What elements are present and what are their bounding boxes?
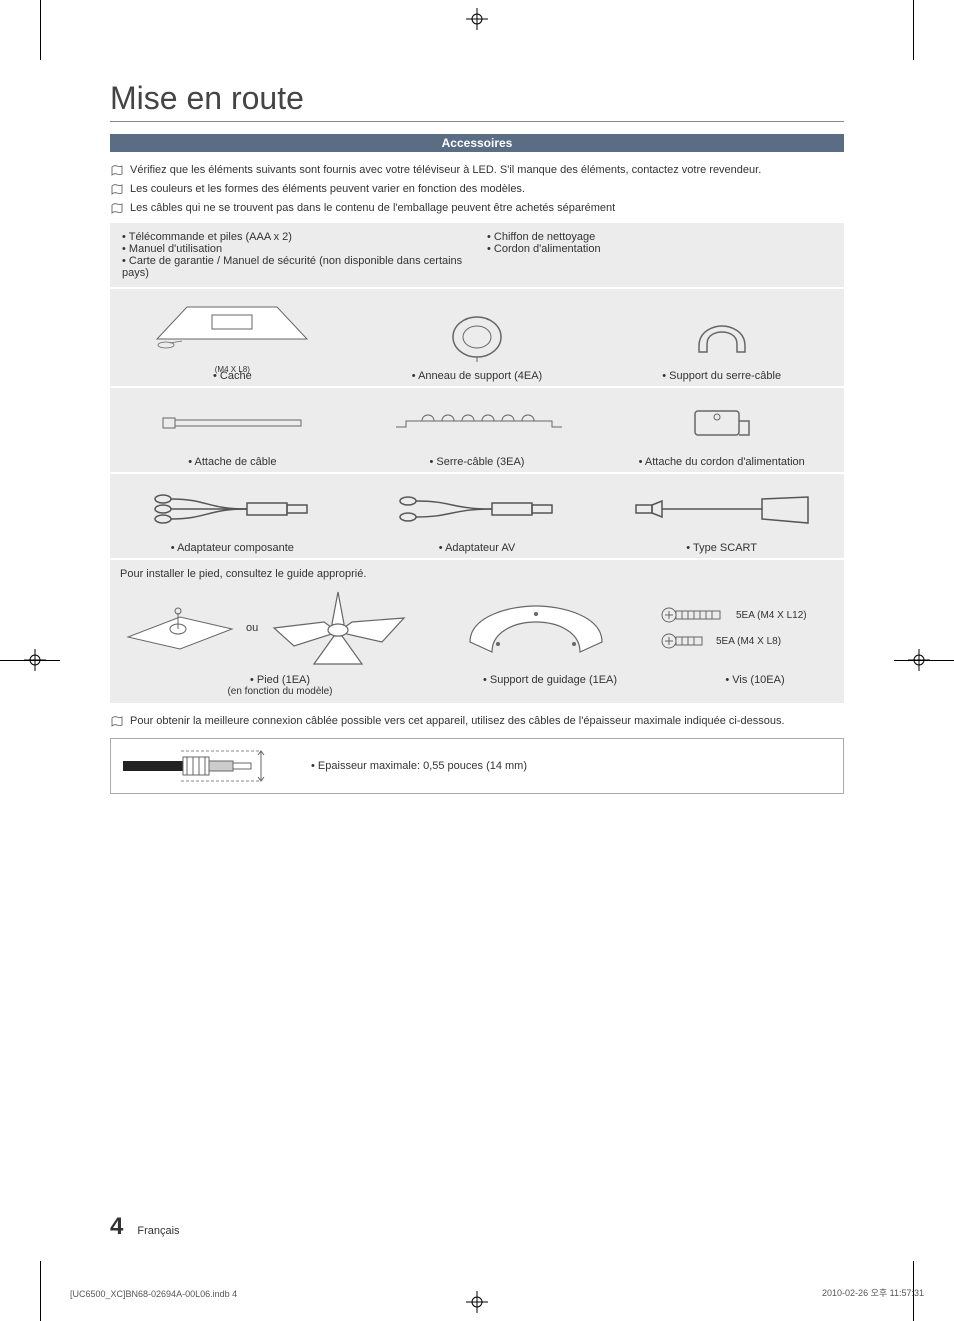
accessory-cell: Type SCART — [599, 474, 844, 558]
holder-ring-icon — [447, 308, 507, 366]
accessory-cell: Attache de câble — [110, 388, 355, 472]
accessory-cell: (M4 X L8) Cache — [110, 289, 355, 386]
accessory-cell: Anneau de support (4EA) — [355, 289, 600, 386]
crop-mark — [40, 1261, 41, 1321]
included-item: Télécommande et piles (AAA x 2) — [122, 231, 467, 243]
accessory-cell: Serre-câble (3EA) — [355, 388, 600, 472]
note-line: Pour obtenir la meilleure connexion câbl… — [110, 715, 844, 728]
section-header: Accessoires — [110, 134, 844, 152]
screw-long-icon — [660, 606, 730, 624]
crop-mark — [913, 0, 914, 60]
included-item: Manuel d'utilisation — [122, 243, 467, 255]
language-label: Français — [137, 1225, 179, 1237]
av-adapter-icon — [392, 480, 562, 538]
registration-mark-icon — [466, 1291, 488, 1313]
screw-spec: 5EA (M4 X L8) — [716, 636, 781, 647]
registration-mark-icon — [24, 649, 46, 671]
accessory-label: Adaptateur composante — [171, 542, 294, 554]
note-line: Vérifiez que les éléments suivants sont … — [110, 164, 844, 177]
scart-adapter-icon — [632, 480, 812, 538]
accessory-row: (M4 X L8) Cache Anneau de support (4EA) … — [110, 289, 844, 386]
accessory-label: Anneau de support (4EA) — [412, 370, 542, 382]
wire-clamper-icon — [392, 394, 562, 452]
note-text: Les couleurs et les formes des éléments … — [130, 183, 525, 195]
accessory-label: Support du serre-câble — [662, 370, 781, 382]
included-item: Cordon d'alimentation — [487, 243, 832, 255]
page-number: 4 — [110, 1213, 123, 1241]
cable-thickness-box: • Epaisseur maximale: 0,55 pouces (14 mm… — [110, 738, 844, 794]
page-content: Mise en route Accessoires Vérifiez que l… — [110, 80, 844, 794]
screws-label: Vis (10EA) — [660, 674, 850, 697]
note-icon — [110, 203, 124, 215]
footer-filename: [UC6500_XC]BN68-02694A-00L06.indb 4 — [70, 1289, 237, 1299]
screw-spec: 5EA (M4 X L12) — [736, 610, 807, 621]
cable-thickness-text: Epaisseur maximale: 0,55 pouces (14 mm) — [318, 760, 527, 772]
stand-label: Pied (1EA) (en fonction du modèle) — [120, 674, 440, 697]
guide-label: Support de guidage (1EA) — [450, 674, 650, 697]
accessory-cell: Attache du cordon d'alimentation — [599, 388, 844, 472]
page-footer: 4 Français — [110, 1213, 180, 1241]
accessory-cell: Adaptateur composante — [110, 474, 355, 558]
note-icon — [110, 184, 124, 196]
screw-spec: (M4 X L8) — [215, 365, 250, 374]
included-item: Chiffon de nettoyage — [487, 231, 832, 243]
guide-stand-icon — [450, 592, 650, 665]
registration-mark-icon — [466, 8, 488, 30]
note-icon — [110, 165, 124, 177]
stand-options-icon: ou — [120, 588, 440, 668]
or-word: ou — [246, 622, 258, 634]
accessory-label: Attache de câble — [188, 456, 276, 468]
pied-label: Pied (1EA) — [257, 674, 310, 686]
cable-cross-section-icon — [121, 745, 281, 787]
accessory-label: Type SCART — [686, 542, 757, 554]
accessory-label: Attache du cordon d'alimentation — [639, 456, 805, 468]
wire-holder-icon — [687, 308, 757, 366]
stand-box: Pour installer le pied, consultez le gui… — [110, 560, 844, 703]
pied-sublabel: (en fonction du modèle) — [120, 686, 440, 697]
note-line: Les couleurs et les formes des éléments … — [110, 183, 844, 196]
blanking-cover-icon — [152, 295, 312, 353]
note-icon — [110, 716, 124, 728]
power-cord-clamp-icon — [687, 394, 757, 452]
crop-mark — [40, 0, 41, 60]
accessory-cell: Support du serre-câble — [599, 289, 844, 386]
accessory-cell: Adaptateur AV — [355, 474, 600, 558]
note-text: Les câbles qui ne se trouvent pas dans l… — [130, 202, 615, 214]
stand-note: Pour installer le pied, consultez le gui… — [120, 568, 834, 580]
cable-tie-icon — [157, 394, 307, 452]
included-item: Carte de garantie / Manuel de sécurité (… — [122, 255, 467, 279]
page-title: Mise en route — [110, 80, 844, 122]
screw-short-icon — [660, 632, 710, 650]
accessory-row: Adaptateur composante Adaptateur AV — [110, 474, 844, 558]
component-adapter-icon — [147, 480, 317, 538]
registration-mark-icon — [908, 649, 930, 671]
note-text: Vérifiez que les éléments suivants sont … — [130, 164, 761, 176]
screws-column: 5EA (M4 X L12) 5EA (M4 X L8) — [660, 606, 850, 650]
note-line: Les câbles qui ne se trouvent pas dans l… — [110, 202, 844, 215]
note-text: Pour obtenir la meilleure connexion câbl… — [130, 715, 785, 727]
accessory-row: Attache de câble Serre-câble (3EA) — [110, 388, 844, 472]
accessory-label: Adaptateur AV — [439, 542, 515, 554]
footer-timestamp: 2010-02-26 오후 11:57:31 — [822, 1286, 924, 1299]
included-items-box: Télécommande et piles (AAA x 2) Manuel d… — [110, 223, 844, 287]
accessory-label: Serre-câble (3EA) — [430, 456, 525, 468]
